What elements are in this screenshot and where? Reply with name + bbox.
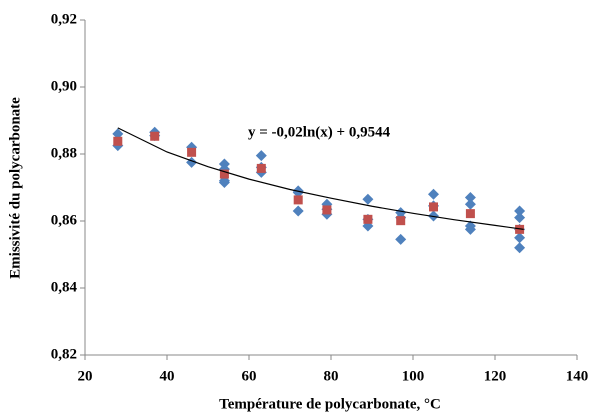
y-tick-label: 0,92	[51, 11, 77, 27]
square-point	[187, 147, 197, 157]
diamond-point	[292, 205, 304, 217]
diamond-point	[514, 242, 526, 254]
diamond-point	[112, 128, 124, 140]
diamond-point	[514, 205, 526, 217]
diamond-point	[464, 223, 476, 235]
x-tick-label: 120	[484, 368, 507, 384]
y-tick-label: 0,86	[51, 212, 78, 228]
square-point	[150, 131, 160, 141]
x-tick-label: 60	[242, 368, 257, 384]
square-point	[113, 136, 123, 146]
diamond-point	[514, 232, 526, 244]
y-tick-label: 0,88	[51, 145, 77, 161]
diamond-point	[428, 188, 439, 200]
diamond-point	[464, 192, 476, 204]
y-tick-label: 0,82	[51, 346, 77, 362]
trend-equation: y = -0,02ln(x) + 0,9544	[248, 124, 391, 140]
x-axis-title: Température de polycarbonate, °C	[219, 396, 441, 412]
x-tick-label: 140	[566, 368, 589, 384]
trendline	[117, 127, 524, 230]
x-tick-label: 100	[402, 368, 425, 384]
square-point	[293, 195, 303, 205]
square-point	[219, 169, 229, 179]
diamond-point	[292, 187, 304, 199]
square-point	[465, 209, 475, 219]
y-tick-label: 0,84	[51, 279, 78, 295]
diamond-point	[255, 150, 267, 162]
x-tick-label: 20	[78, 368, 93, 384]
diamond-point	[362, 193, 374, 205]
x-tick-label: 40	[160, 368, 175, 384]
x-tick-label: 80	[324, 368, 339, 384]
diamond-point	[464, 198, 476, 210]
square-point	[256, 163, 266, 173]
square-point	[429, 202, 438, 212]
y-tick-label: 0,90	[51, 78, 77, 94]
diamond-point	[395, 233, 407, 245]
square-point	[363, 214, 373, 224]
diamond-point	[514, 212, 526, 224]
square-point	[396, 216, 406, 226]
y-axis-title: Emissivité du polycarbonate	[7, 97, 23, 279]
square-point	[322, 205, 332, 215]
